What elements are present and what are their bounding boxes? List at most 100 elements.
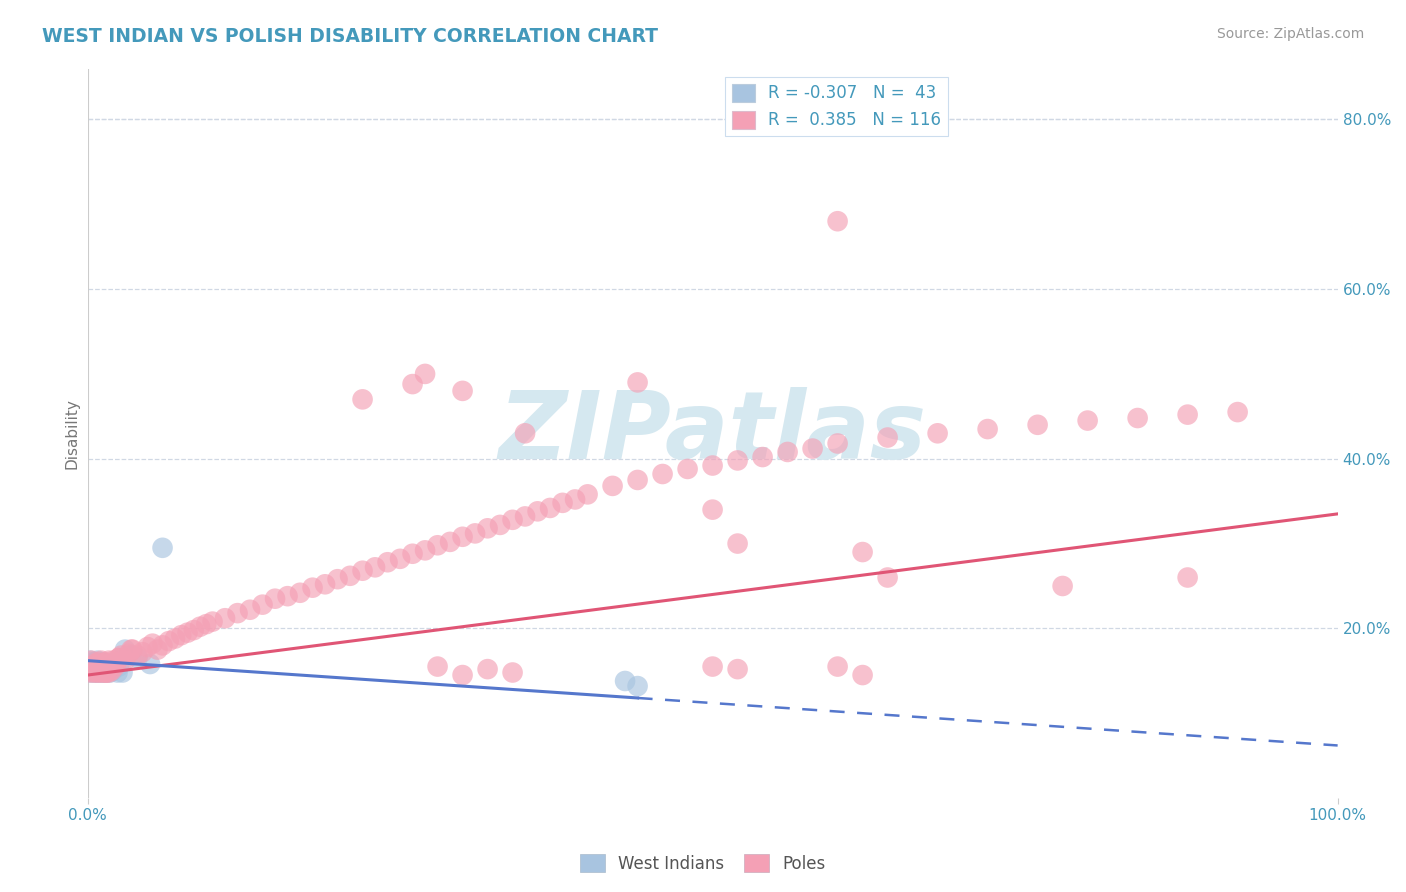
Point	[96, 662, 118, 676]
Point	[651, 467, 673, 481]
Text: Source: ZipAtlas.com: Source: ZipAtlas.com	[1216, 27, 1364, 41]
Point	[84, 659, 107, 673]
Point	[94, 656, 117, 670]
Point	[751, 450, 773, 464]
Point	[86, 662, 108, 676]
Point	[84, 662, 107, 676]
Point	[83, 665, 105, 680]
Point	[602, 479, 624, 493]
Point	[80, 664, 103, 678]
Point	[426, 538, 449, 552]
Point	[339, 569, 361, 583]
Legend: R = -0.307   N =  43, R =  0.385   N = 116: R = -0.307 N = 43, R = 0.385 N = 116	[725, 77, 948, 136]
Point	[1226, 405, 1249, 419]
Point	[90, 659, 112, 673]
Point	[188, 620, 211, 634]
Point	[89, 657, 111, 671]
Point	[93, 665, 115, 680]
Point	[120, 648, 142, 663]
Y-axis label: Disability: Disability	[65, 398, 79, 468]
Point	[364, 560, 387, 574]
Point	[170, 628, 193, 642]
Point	[551, 496, 574, 510]
Point	[1077, 413, 1099, 427]
Point	[326, 572, 349, 586]
Point	[477, 662, 499, 676]
Point	[87, 665, 110, 680]
Point	[111, 665, 134, 680]
Point	[121, 642, 143, 657]
Point	[93, 659, 115, 673]
Point	[1177, 408, 1199, 422]
Point	[77, 659, 100, 673]
Point	[86, 662, 108, 676]
Point	[107, 659, 129, 673]
Point	[264, 591, 287, 606]
Point	[157, 634, 180, 648]
Point	[727, 453, 749, 467]
Point	[89, 657, 111, 671]
Point	[626, 376, 648, 390]
Point	[141, 637, 163, 651]
Point	[136, 640, 159, 654]
Point	[314, 577, 336, 591]
Point	[87, 659, 110, 673]
Point	[413, 367, 436, 381]
Point	[201, 615, 224, 629]
Point	[827, 659, 849, 673]
Point	[96, 659, 118, 673]
Text: ZIPatlas: ZIPatlas	[499, 387, 927, 479]
Point	[107, 651, 129, 665]
Point	[827, 214, 849, 228]
Point	[91, 659, 114, 673]
Point	[538, 500, 561, 515]
Point	[107, 665, 129, 680]
Point	[1177, 570, 1199, 584]
Point	[464, 526, 486, 541]
Point	[97, 665, 120, 680]
Point	[120, 642, 142, 657]
Point	[626, 679, 648, 693]
Point	[702, 458, 724, 473]
Point	[513, 426, 536, 441]
Point	[84, 656, 107, 670]
Point	[477, 521, 499, 535]
Point	[93, 665, 115, 680]
Point	[576, 487, 599, 501]
Point	[702, 502, 724, 516]
Point	[110, 648, 132, 663]
Point	[96, 665, 118, 680]
Point	[79, 654, 101, 668]
Point	[94, 662, 117, 676]
Point	[87, 665, 110, 680]
Point	[727, 662, 749, 676]
Point	[80, 657, 103, 671]
Point	[83, 659, 105, 673]
Point	[727, 536, 749, 550]
Point	[413, 543, 436, 558]
Point	[165, 632, 187, 646]
Point	[84, 659, 107, 673]
Point	[100, 664, 122, 678]
Point	[176, 625, 198, 640]
Point	[377, 555, 399, 569]
Point	[876, 570, 898, 584]
Point	[252, 598, 274, 612]
Point	[852, 668, 875, 682]
Point	[98, 665, 121, 680]
Point	[104, 656, 127, 670]
Point	[79, 665, 101, 680]
Point	[352, 392, 374, 407]
Point	[97, 662, 120, 676]
Point	[89, 664, 111, 678]
Point	[513, 509, 536, 524]
Point	[277, 589, 299, 603]
Point	[96, 665, 118, 680]
Point	[96, 659, 118, 673]
Point	[1052, 579, 1074, 593]
Point	[1126, 411, 1149, 425]
Point	[776, 445, 799, 459]
Point	[82, 656, 104, 670]
Point	[131, 645, 153, 659]
Point	[439, 534, 461, 549]
